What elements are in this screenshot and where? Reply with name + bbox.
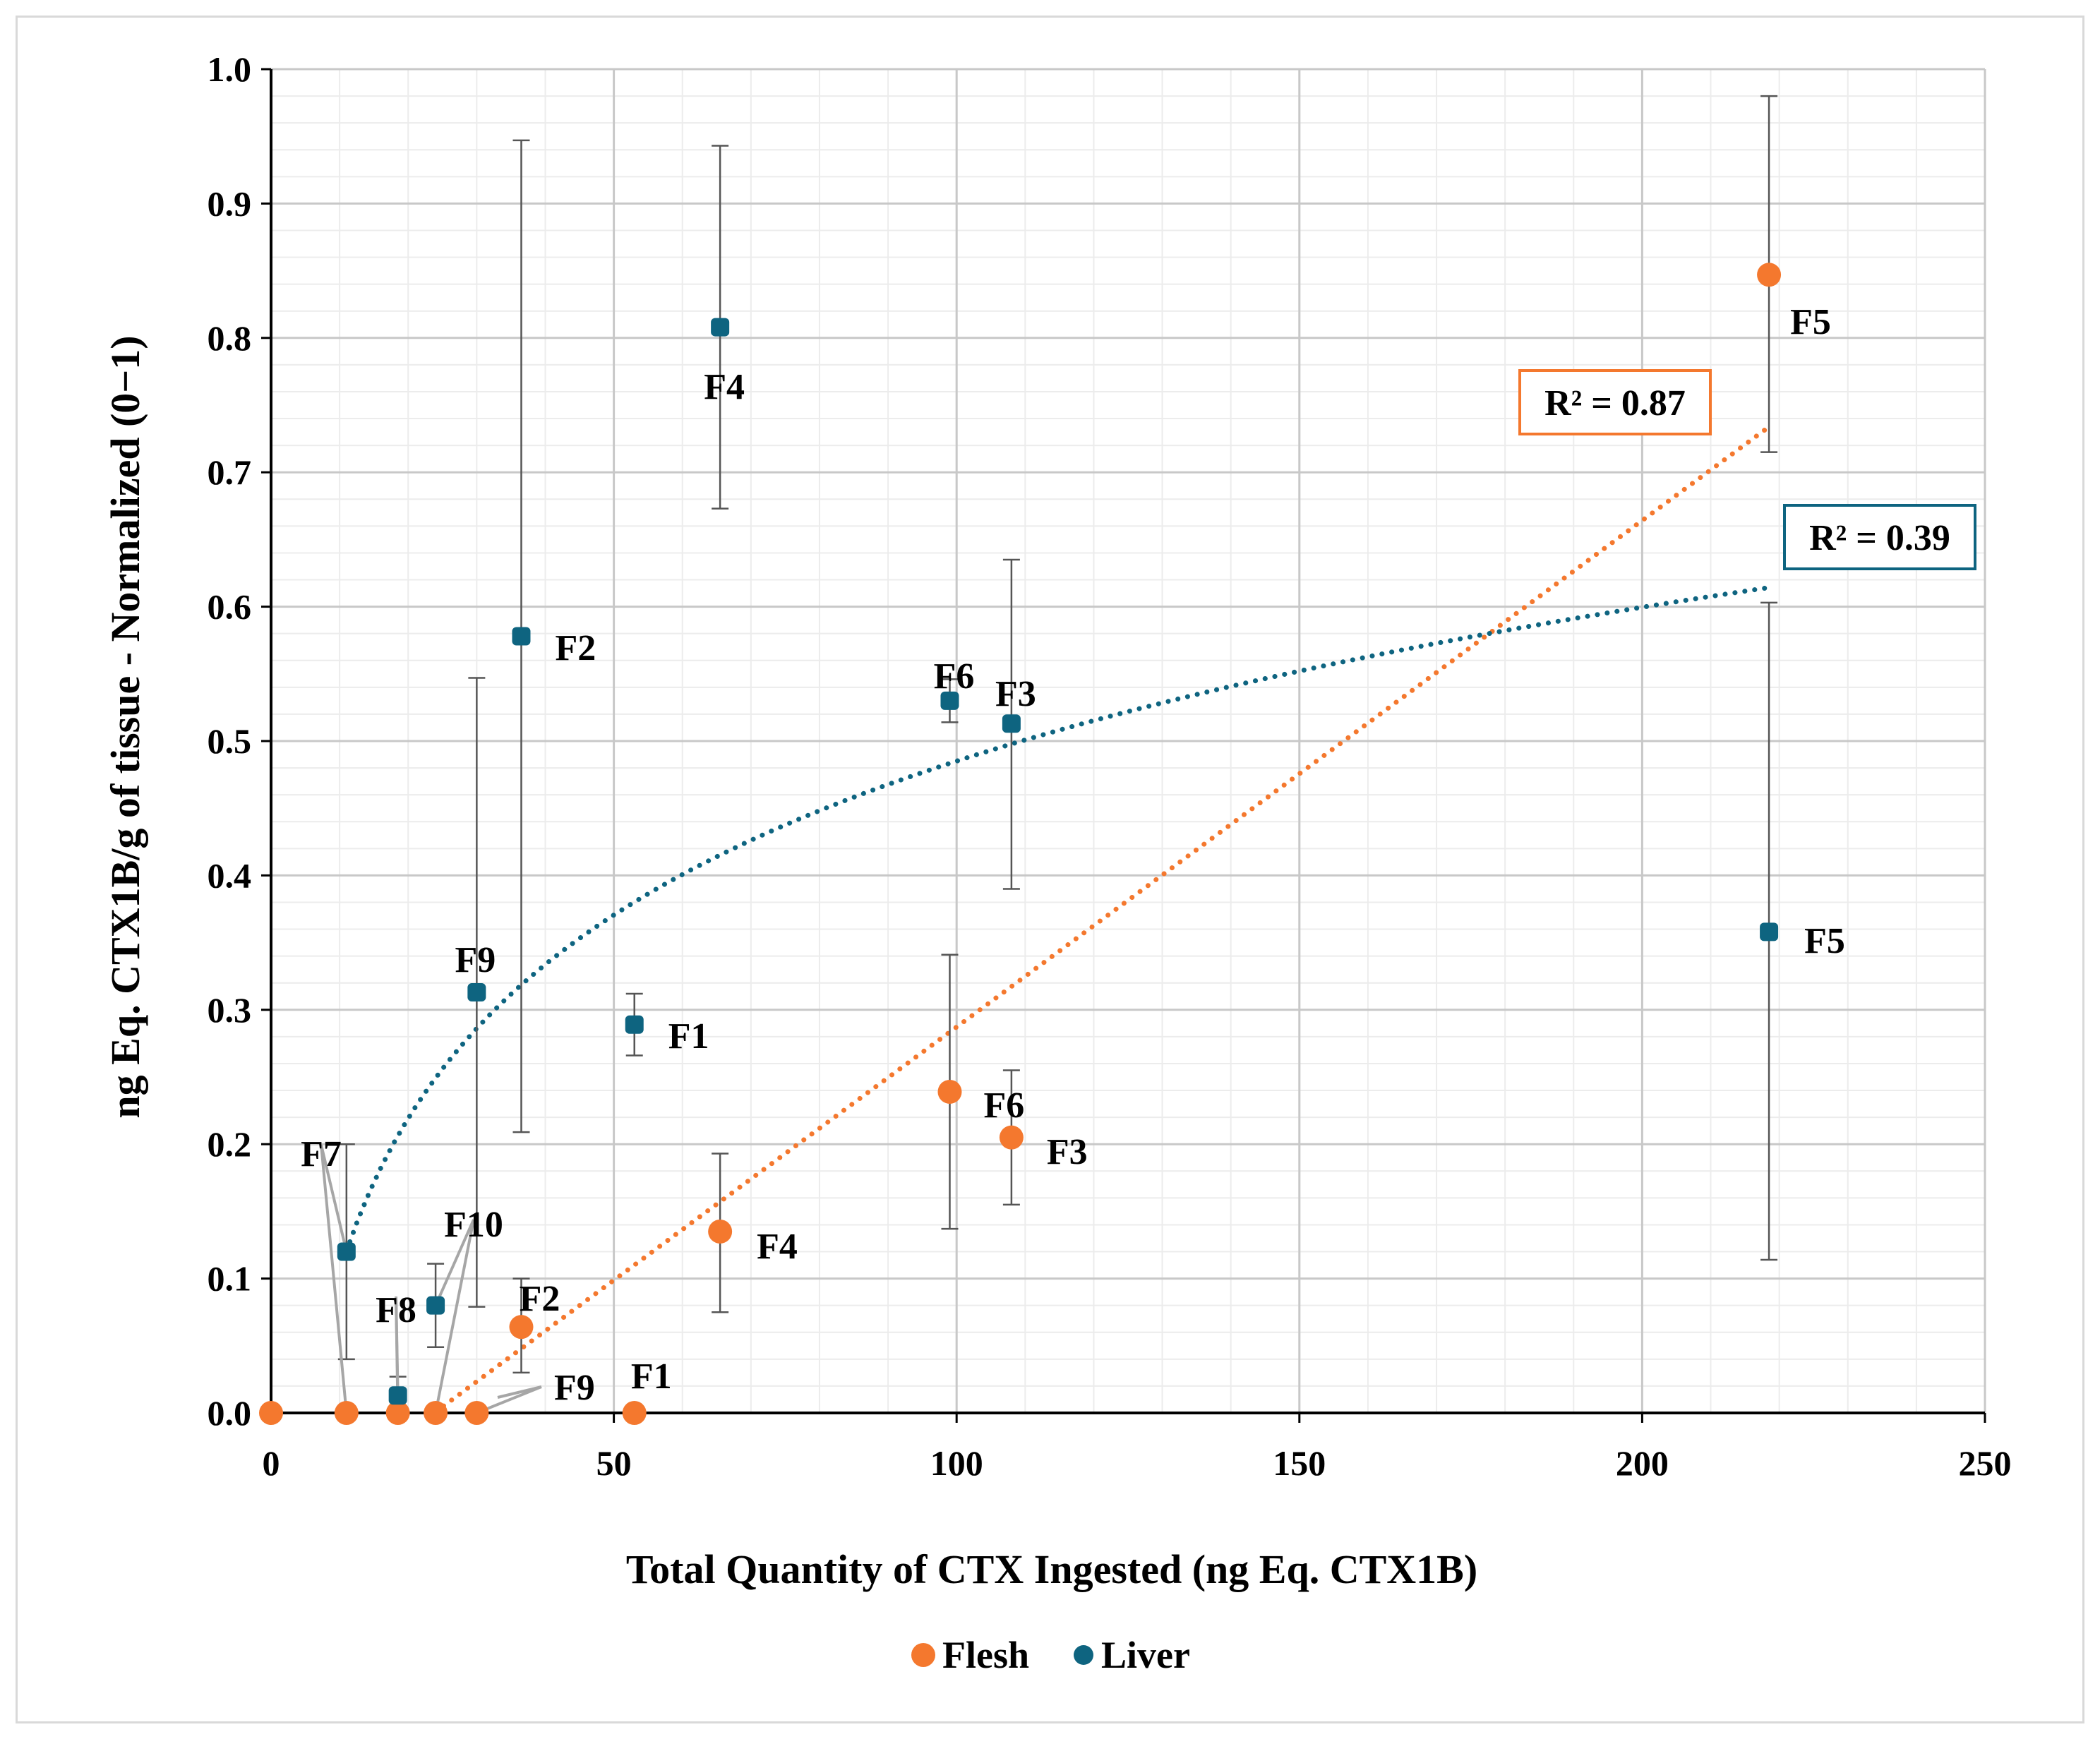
r2-liver-box — [1783, 504, 1976, 570]
r2-annotations: R² = 0.87 R² = 0.39 — [1518, 369, 1976, 570]
point-label-liver-f5: F5 — [1804, 921, 1845, 961]
trendline-flesh-linear — [433, 424, 1772, 1415]
point-label-flesh-f1: F1 — [631, 1356, 672, 1397]
legend: Flesh Liver — [911, 1634, 1190, 1676]
r2-liver-text: R² = 0.39 — [1809, 518, 1950, 558]
marker-liver-f4 — [711, 318, 730, 337]
marker-liver-f5 — [1760, 922, 1779, 941]
x-tick-label: 100 — [930, 1443, 983, 1483]
x-tick-label: 0 — [263, 1443, 280, 1483]
x-axis-title: Total Quantity of CTX Ingested (ng Eq. C… — [626, 1546, 1477, 1592]
scatter-chart: 0 50 100 150 200 250 0.0 0.1 0.2 0.3 0.4 0.5 0.6 0.7 0… — [102, 49, 2012, 1676]
r2-flesh-text: R² = 0.87 — [1544, 383, 1686, 423]
leader-line — [434, 1219, 475, 1414]
marker-liver-f6 — [940, 691, 959, 710]
y-tick-label: 0.4 — [208, 855, 252, 895]
point-label-flesh-f4: F4 — [757, 1227, 798, 1267]
y-tick-label: 0.6 — [208, 587, 252, 627]
marker-flesh — [259, 1401, 283, 1425]
point-label-flesh-f6: F6 — [983, 1085, 1024, 1126]
point-label-liver-f8: F8 — [376, 1290, 416, 1330]
marker-liver-f8 — [388, 1386, 407, 1405]
point-label-liver-f6: F6 — [934, 656, 975, 697]
legend-label-flesh: Flesh — [942, 1634, 1029, 1676]
point-label-liver-f10: F10 — [444, 1205, 503, 1245]
point-labels: F2 F1 F4 F6 F3 F5 F9 F7 F8 F10 F9 F2 F1 F4 F6 F3 F5 — [301, 302, 1845, 1408]
leader-line — [320, 1144, 348, 1414]
marker-liver-f3 — [1002, 714, 1021, 733]
point-label-liver-f7: F7 — [301, 1134, 342, 1174]
leader-line — [497, 1385, 542, 1399]
data-markers — [259, 263, 1782, 1425]
point-label-flesh-f5: F5 — [1790, 302, 1831, 342]
y-axis-title: ng Eq. CTX1B/g of tissue - Normalized (0… — [102, 335, 148, 1118]
marker-flesh-f10 — [424, 1401, 448, 1425]
y-tick-label: 0.2 — [208, 1124, 252, 1164]
point-label-liver-f2: F2 — [555, 628, 596, 668]
point-label-flesh-f3: F3 — [1047, 1132, 1088, 1172]
y-tick-label: 0.8 — [208, 318, 252, 358]
point-label-liver-f1: F1 — [668, 1016, 709, 1057]
y-tick-label: 0.7 — [208, 452, 252, 492]
y-tick-label: 0.1 — [208, 1259, 252, 1299]
point-label-flesh-f9: F9 — [554, 1368, 595, 1408]
point-label-liver-f4: F4 — [704, 367, 745, 407]
marker-flesh-f4 — [708, 1219, 733, 1244]
marker-liver-f1 — [625, 1015, 644, 1034]
y-tick-label: 0.9 — [208, 183, 252, 223]
marker-flesh-f2 — [509, 1315, 534, 1340]
marker-flesh-f6 — [937, 1079, 962, 1104]
chart-frame: 0 50 100 150 200 250 0.0 0.1 0.2 0.3 0.4 0.5 0.6 0.7 0… — [16, 16, 2084, 1723]
error-bars — [337, 95, 1778, 1414]
y-tick-label: 0.3 — [208, 990, 252, 1030]
y-tick-label: 0.5 — [208, 721, 252, 761]
x-tick-label: 200 — [1616, 1443, 1669, 1483]
marker-flesh-f9 — [464, 1401, 489, 1425]
point-label-liver-f9: F9 — [455, 940, 496, 980]
y-tick-label: 1.0 — [208, 49, 252, 89]
major-gridlines — [271, 68, 1986, 1413]
leader-line — [434, 1219, 475, 1306]
x-tick-label: 150 — [1273, 1443, 1326, 1483]
x-tick-label: 250 — [1959, 1443, 2012, 1483]
marker-liver-f9 — [467, 983, 486, 1002]
axes: 0 50 100 150 200 250 0.0 0.1 0.2 0.3 0.4 0.5 0.6 0.7 0… — [208, 49, 2012, 1483]
legend-marker-flesh — [911, 1643, 935, 1667]
marker-flesh-f7 — [334, 1401, 359, 1425]
leader-line — [320, 1144, 348, 1252]
marker-flesh-f8 — [385, 1401, 410, 1425]
point-label-flesh-f2: F2 — [520, 1279, 560, 1319]
marker-flesh-f5 — [1757, 263, 1782, 287]
leader-lines — [320, 1144, 542, 1414]
point-label-liver-f3: F3 — [995, 674, 1036, 714]
marker-liver-f10 — [426, 1296, 445, 1315]
x-tick-label: 50 — [596, 1443, 632, 1483]
marker-flesh-f3 — [999, 1125, 1024, 1150]
r2-flesh-box — [1518, 369, 1712, 435]
trendlines — [344, 424, 1772, 1415]
y-tick-label: 0.0 — [208, 1393, 252, 1433]
legend-label-liver: Liver — [1101, 1634, 1190, 1676]
marker-liver-f7 — [337, 1242, 356, 1261]
legend-marker-liver — [1074, 1645, 1093, 1665]
marker-liver-f2 — [512, 627, 531, 646]
marker-flesh-f1 — [622, 1401, 647, 1425]
